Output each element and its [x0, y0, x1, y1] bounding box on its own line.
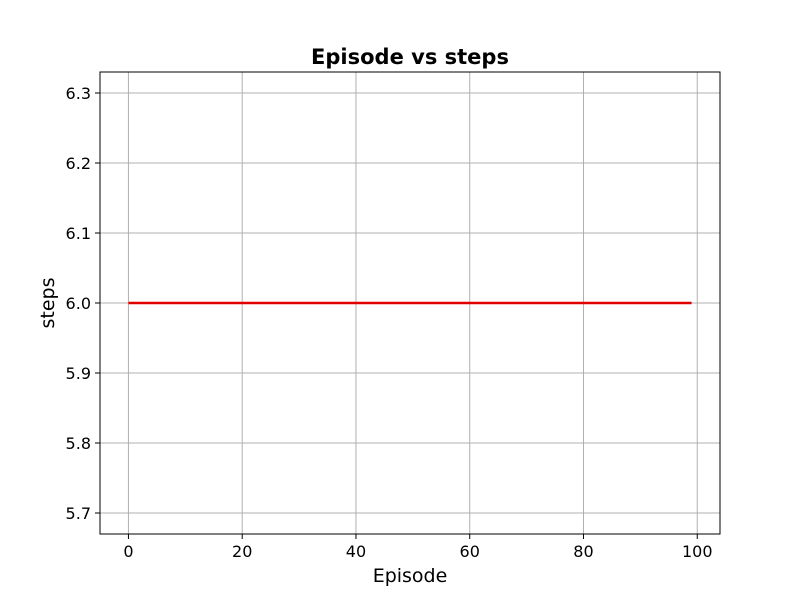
y-tick-label: 6.0 — [66, 294, 91, 313]
y-tick-label: 6.3 — [66, 84, 91, 103]
x-tick-label: 40 — [346, 542, 366, 561]
x-tick-label: 0 — [123, 542, 133, 561]
y-tick-label: 5.8 — [66, 434, 91, 453]
y-tick-label: 5.9 — [66, 364, 91, 383]
y-tick-label: 6.2 — [66, 154, 91, 173]
x-tick-label: 60 — [460, 542, 480, 561]
x-tick-label: 80 — [573, 542, 593, 561]
y-tick-label: 5.7 — [66, 504, 91, 523]
x-tick-label: 20 — [232, 542, 252, 561]
chart-title: Episode vs steps — [311, 45, 509, 69]
y-tick-label: 6.1 — [66, 224, 91, 243]
x-tick-label: 100 — [682, 542, 713, 561]
y-axis-label: steps — [37, 278, 59, 329]
ticks: 0 20 40 60 80 100 5.7 5.8 5.9 6.0 6.1 6.2 6.3 — [66, 84, 713, 561]
x-axis-label: Episode — [373, 565, 448, 587]
